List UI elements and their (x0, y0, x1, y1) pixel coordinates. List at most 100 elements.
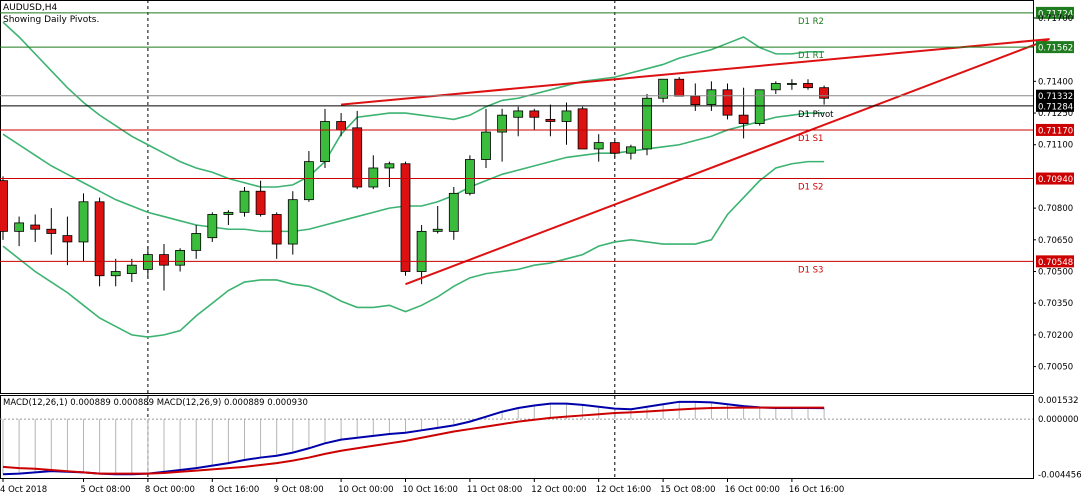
pivot-price-tag (1036, 255, 1074, 268)
bear-candle (529, 110, 540, 118)
bull-candle (432, 228, 443, 232)
bull-candle (658, 78, 668, 99)
trendline (405, 38, 1050, 286)
price-tick-label: 0.70800 (1038, 204, 1073, 214)
macd-tick-label: 0.000000 (1038, 415, 1079, 425)
bull-candle (513, 110, 524, 118)
bull-candle (207, 214, 218, 239)
time-tick-label: 10 Oct 16:00 (403, 485, 458, 495)
time-tick-label: 8 Oct 00:00 (145, 485, 195, 495)
time-tick-label: 12 Oct 00:00 (531, 485, 586, 495)
price-tick-label: 0.70050 (1038, 363, 1073, 373)
bull-candle (303, 161, 314, 201)
pivot-price-label: 0.71170 (1038, 126, 1073, 136)
bull-candle (239, 190, 250, 213)
pivot-price-label: 0.71284 (1038, 102, 1073, 112)
bear-candle (271, 214, 282, 245)
bull-candle (14, 222, 25, 232)
pivot-price-label: 0.71724 (1038, 9, 1073, 19)
bull-candle (706, 89, 717, 105)
bull-candle (464, 159, 475, 194)
bear-candle (819, 87, 829, 99)
bull-candle (320, 121, 330, 163)
bear-candle (62, 235, 73, 243)
current-price-label: 0.71332 (1038, 92, 1073, 102)
bull-candle (593, 142, 604, 150)
price-axis: 0.71724 0.71562 0.71284 0.71170 0.70940 0.705… (1033, 6, 1074, 373)
time-axis: 4 Oct 2018 5 Oct 08:00 8 Oct 00:00 8 Oct 16… (0, 478, 844, 495)
bull-candle (175, 249, 186, 266)
macd-tick-label: -0.004456 (1038, 470, 1082, 480)
pivot-price-tag (1036, 99, 1074, 112)
bull-candle (787, 83, 797, 85)
bear-candle (803, 83, 813, 89)
time-tick-label: 4 Oct 2018 (0, 485, 47, 495)
bear-candle (545, 118, 556, 122)
bull-candle (448, 192, 459, 232)
price-tick-label: 0.71700 (1038, 14, 1073, 24)
pivot-price-label: 0.71562 (1038, 44, 1073, 54)
pivot-price-tag (1036, 6, 1074, 19)
bear-candle (674, 78, 685, 97)
bear-candle (159, 254, 169, 266)
bollinger-upper-line (2, 21, 825, 188)
price-tick-label: 0.71400 (1038, 77, 1073, 87)
bear-candle (352, 127, 363, 188)
pivot-price-tag (1036, 123, 1074, 136)
bull-candle (78, 201, 89, 243)
candles (0, 77, 829, 291)
main-panel-border (0, 0, 1034, 394)
bull-candle (497, 114, 508, 133)
time-tick-label: 16 Oct 16:00 (789, 485, 844, 495)
bear-candle (336, 121, 347, 131)
bear-candle (690, 95, 701, 105)
bull-candle (642, 97, 652, 150)
macd-main-line (2, 400, 825, 476)
bollinger-middle-line (2, 112, 825, 233)
trendline (341, 38, 1050, 106)
pivot-label: D1 R2 (798, 17, 824, 27)
time-tick-label: 16 Oct 00:00 (725, 485, 780, 495)
macd-legend: MACD(12,26,1) 0.000889 0.000889 MACD(12,… (3, 398, 308, 408)
macd-signal-line (2, 406, 825, 475)
pivot-label: D1 S3 (798, 265, 823, 275)
bull-candle (754, 89, 765, 125)
bull-candle (384, 163, 395, 169)
macd-panel: 0.001532 0.000000 -0.004456 (0, 396, 1082, 480)
chart-subtitle: Showing Daily Pivots. (3, 15, 100, 25)
bear-candle (738, 114, 749, 125)
pivot-lines: D1 R2 D1 R1 D1 Pivot D1 S1 D1 S2 D1 S3 (0, 12, 1033, 275)
time-tick-label: 9 Oct 08:00 (274, 485, 324, 495)
time-tick-label: 11 Oct 08:00 (467, 485, 522, 495)
bull-candle (110, 271, 121, 277)
current-price-tag (1036, 89, 1074, 102)
price-tick-label: 0.70200 (1038, 331, 1073, 341)
bull-candle (561, 110, 572, 122)
pivot-price-label: 0.70548 (1038, 258, 1073, 268)
pivot-label: D1 S1 (798, 134, 823, 144)
bear-candle (400, 163, 411, 272)
price-tick-label: 0.70650 (1038, 236, 1073, 246)
price-tick-label: 0.71100 (1038, 141, 1073, 151)
pivot-price-tag (1036, 172, 1074, 185)
bull-candle (287, 199, 298, 245)
macd-panel-border (0, 395, 1034, 479)
bear-candle (577, 108, 588, 150)
bull-candle (770, 83, 781, 91)
bear-candle (255, 190, 266, 215)
bear-candle (0, 180, 8, 232)
time-tick-label: 12 Oct 16:00 (596, 485, 651, 495)
time-tick-label: 10 Oct 00:00 (338, 485, 393, 495)
pivot-price-tag (1036, 41, 1074, 54)
bear-candle (609, 142, 620, 154)
time-tick-label: 15 Oct 08:00 (660, 485, 715, 495)
bull-candle (191, 233, 202, 251)
trendlines (341, 38, 1050, 286)
price-tick-label: 0.70500 (1038, 268, 1073, 278)
bear-candle (94, 201, 105, 277)
symbol-title: AUDUSD,H4 (3, 3, 58, 13)
macd-tick-label: 0.001532 (1038, 396, 1079, 406)
bollinger-bands (2, 21, 825, 338)
pivot-label: D1 S2 (798, 183, 823, 193)
